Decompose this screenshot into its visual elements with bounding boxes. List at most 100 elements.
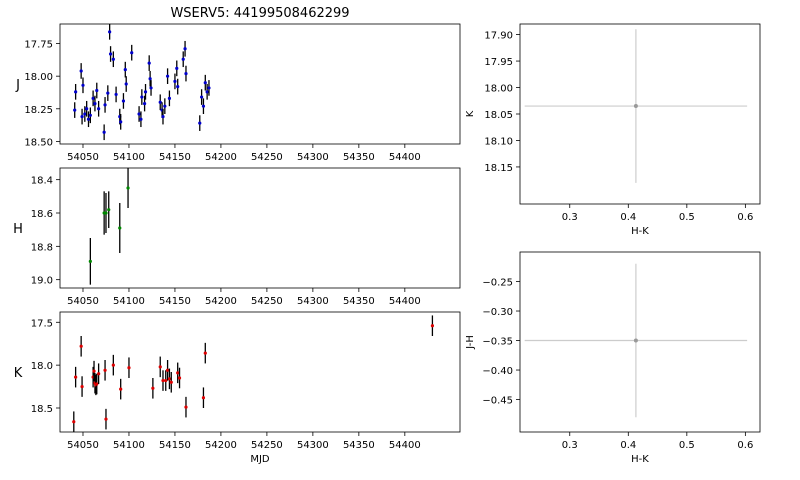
data-point-H: [118, 226, 122, 230]
data-point-J: [203, 81, 207, 85]
data-point-J: [95, 88, 99, 93]
x-tick-label-J: 54350: [343, 152, 375, 163]
panel-K: 54050 54100 54150 54200 54250 54300 54350 54400…: [14, 311, 461, 465]
data-point-J: [124, 82, 128, 86]
data-point-J: [167, 96, 172, 100]
data-point-J: [137, 112, 141, 116]
y-axis-label-K: K: [14, 366, 23, 381]
data-point-J: [121, 99, 126, 103]
data-point-K: [164, 378, 168, 383]
y-axis-label-color-color: J-H: [465, 335, 476, 350]
y-tick-label-color-magnitude: 17.95: [484, 57, 513, 68]
y-tick-label-color-magnitude: 18.15: [484, 163, 513, 174]
x-tick-label-H: 54050: [67, 296, 99, 307]
y-tick-label-color-magnitude: 18.00: [484, 84, 513, 95]
data-point-K: [119, 387, 123, 391]
data-point-J: [165, 74, 170, 78]
x-tick-label-H: 54400: [389, 296, 421, 307]
y-tick-label-K: 18.0: [31, 361, 53, 372]
y-axis-label-J: J: [15, 78, 20, 93]
data-point-J: [175, 66, 179, 70]
data-point-J: [148, 77, 152, 81]
y-tick-label-H: 19.0: [31, 276, 53, 287]
panel-color-color: 0.3 0.4 0.5 0.6 −0.25 −0.30 −0.35 −0.40 −0.45 H-K…: [465, 251, 761, 465]
y-axis-label-H: H: [13, 222, 23, 237]
x-tick-label-J: 54200: [205, 152, 237, 163]
data-point-K: [167, 377, 172, 381]
x-tick-label-K: 54400: [389, 440, 421, 451]
data-point-J: [140, 95, 144, 99]
x-axis-label-color-magnitude: H-K: [631, 226, 649, 237]
data-point-K: [97, 372, 101, 376]
x-tick-label-color-magnitude: 0.4: [620, 212, 636, 223]
y-tick-label-J: 18.25: [24, 105, 53, 116]
data-point-J: [88, 113, 92, 117]
data-point-J: [181, 57, 185, 61]
data-point-J: [81, 83, 85, 87]
x-tick-label-H: 54350: [343, 296, 375, 307]
data-point-K: [74, 375, 78, 379]
y-tick-label-K: 17.5: [31, 318, 53, 329]
data-point-H: [107, 208, 111, 212]
x-tick-label-J: 54150: [159, 152, 191, 163]
axes-frame-K: [59, 311, 461, 433]
data-point-J: [86, 117, 91, 121]
y-tick-label-color-color: −0.25: [482, 278, 513, 289]
data-point-J: [201, 104, 206, 108]
data-point-H: [104, 211, 108, 215]
data-point-J: [200, 95, 204, 99]
data-point-K: [95, 382, 99, 386]
axes-frame-color-color: [519, 251, 761, 433]
data-point-K: [151, 386, 155, 390]
axes-frame-H: [59, 167, 461, 289]
data-point-J: [106, 91, 110, 95]
data-point-J: [149, 86, 153, 90]
x-tick-label-J: 54100: [113, 152, 145, 163]
x-tick-label-color-color: 0.6: [737, 440, 753, 451]
data-point-J: [142, 101, 147, 106]
x-tick-label-J: 54300: [297, 152, 329, 163]
panel-H: 54050 54100 54150 54200 54250 54300 54350 54400…: [13, 167, 461, 307]
data-point-J: [205, 90, 209, 94]
axes-frame-J: [59, 23, 461, 145]
x-tick-label-color-color: 0.3: [562, 440, 578, 451]
data-point-K: [169, 380, 173, 384]
data-point-J: [176, 85, 180, 89]
x-tick-label-H: 54250: [251, 296, 283, 307]
data-point-color-color: [633, 338, 638, 343]
data-point-J: [183, 47, 187, 51]
data-point-J: [73, 108, 77, 112]
x-tick-label-color-color: 0.5: [679, 440, 695, 451]
data-point-J: [147, 61, 151, 65]
data-point-K: [161, 378, 165, 383]
data-point-K: [203, 351, 207, 355]
y-tick-label-H: 18.4: [31, 176, 53, 187]
x-tick-label-H: 54150: [159, 296, 191, 307]
data-point-K: [201, 396, 206, 400]
x-tick-label-color-magnitude: 0.6: [737, 212, 753, 223]
x-tick-label-K: 54350: [343, 440, 375, 451]
x-tick-label-K: 54050: [67, 440, 99, 451]
data-point-K: [430, 324, 435, 328]
plots-container: 54050 54100 54150 54200 54250 54300 54350 54400…: [13, 23, 761, 465]
y-tick-label-color-magnitude: 17.90: [484, 31, 513, 42]
data-point-K: [111, 363, 115, 367]
data-point-J: [74, 90, 78, 94]
x-tick-label-H: 54200: [205, 296, 237, 307]
panel-color-magnitude: 0.3 0.4 0.5 0.6 17.90 17.95 18.00 18.05 18.10 18.…: [465, 23, 761, 237]
data-point-J: [83, 112, 87, 116]
data-point-K: [103, 368, 107, 372]
data-point-J: [161, 115, 165, 119]
y-tick-label-K: 18.5: [31, 404, 53, 415]
data-point-J: [108, 30, 112, 34]
y-tick-label-H: 18.6: [31, 209, 53, 220]
data-point-K: [104, 417, 108, 421]
data-point-J: [158, 100, 162, 104]
data-point-H: [126, 186, 130, 190]
x-tick-label-color-color: 0.4: [620, 440, 636, 451]
data-point-K: [177, 376, 182, 380]
data-point-H: [88, 259, 92, 263]
y-tick-label-color-color: −0.45: [482, 396, 513, 407]
x-tick-label-K: 54300: [297, 440, 329, 451]
data-point-J: [173, 79, 177, 83]
